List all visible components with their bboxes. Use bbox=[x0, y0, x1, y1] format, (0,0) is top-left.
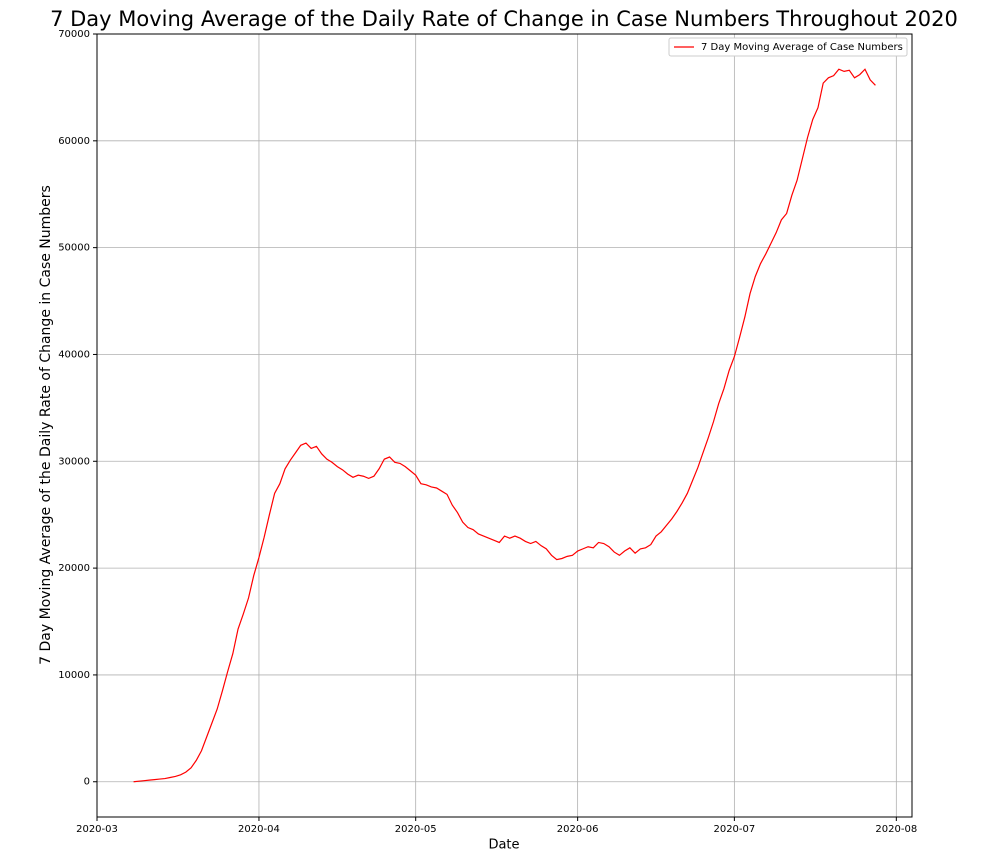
y-tick-label: 30000 bbox=[58, 456, 90, 467]
x-tick-label: 2020-05 bbox=[395, 824, 437, 835]
x-tick-label: 2020-07 bbox=[713, 824, 755, 835]
legend-box bbox=[668, 37, 908, 57]
y-tick-label: 20000 bbox=[58, 563, 90, 574]
y-tick-label: 10000 bbox=[58, 670, 90, 681]
x-tick-label: 2020-04 bbox=[238, 824, 280, 835]
data-line bbox=[133, 68, 876, 783]
y-tick-label: 50000 bbox=[58, 243, 90, 254]
legend-label: 7 Day Moving Average of Case Numbers bbox=[701, 42, 903, 53]
x-axis-label: Date bbox=[488, 838, 519, 853]
chart-title: 7 Day Moving Average of the Daily Rate o… bbox=[50, 7, 958, 31]
y-axis-label: 7 Day Moving Average of the Daily Rate o… bbox=[38, 185, 54, 665]
y-tick-label: 40000 bbox=[58, 349, 90, 360]
x-tick-label: 2020-03 bbox=[76, 824, 118, 835]
y-tick-label: 70000 bbox=[58, 29, 90, 40]
x-tick-label: 2020-08 bbox=[875, 824, 917, 835]
plot-frame bbox=[96, 33, 913, 818]
y-tick-label: 0 bbox=[84, 777, 90, 788]
x-tick-label: 2020-06 bbox=[557, 824, 599, 835]
y-tick-label: 60000 bbox=[58, 136, 90, 147]
